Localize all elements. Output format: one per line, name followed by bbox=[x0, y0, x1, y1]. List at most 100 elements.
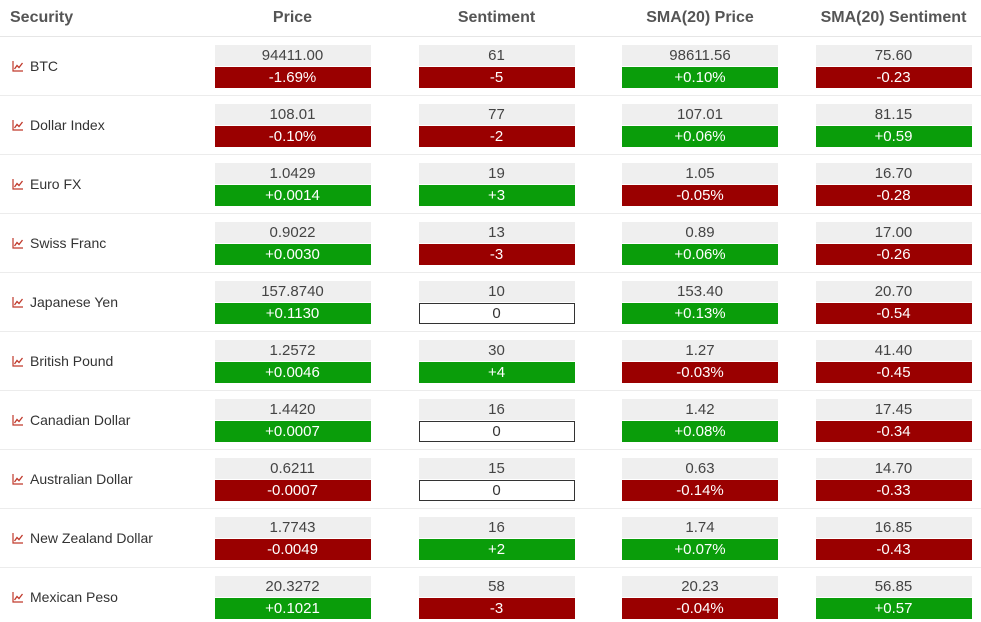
price-change-badge: +0.0007 bbox=[214, 420, 371, 442]
security-name[interactable]: New Zealand Dollar bbox=[30, 530, 153, 546]
security-name[interactable]: Swiss Franc bbox=[30, 235, 107, 251]
price-change-badge: +0.1021 bbox=[214, 597, 371, 619]
sentiment-cell: 19 +3 bbox=[399, 154, 594, 214]
table-row[interactable]: Dollar Index 108.01 -0.10% 77 -2 107.01 +0.06%… bbox=[0, 95, 981, 155]
table-row[interactable]: Canadian Dollar 1.4420 +0.0007 16 0 1.42 +0.08… bbox=[0, 390, 981, 450]
sma-sentiment-change-badge: -0.26 bbox=[815, 243, 972, 265]
sma-price-cell: 20.23 -0.04% bbox=[594, 567, 806, 622]
chart-line-icon[interactable] bbox=[12, 413, 24, 426]
sentiment-cell: 10 0 bbox=[399, 272, 594, 332]
sma-sentiment-value: 17.00 bbox=[815, 221, 972, 243]
sma-price-value: 153.40 bbox=[622, 280, 778, 302]
security-cell[interactable]: Mexican Peso bbox=[0, 567, 186, 622]
price-cell: 1.4420 +0.0007 bbox=[186, 390, 399, 450]
sentiment-box: 19 +3 bbox=[418, 162, 575, 206]
header-sentiment[interactable]: Sentiment bbox=[399, 0, 594, 37]
sma-price-box: 0.89 +0.06% bbox=[622, 221, 778, 265]
chart-line-icon[interactable] bbox=[12, 531, 24, 544]
table-row[interactable]: Euro FX 1.0429 +0.0014 19 +3 1.05 -0.05% 16.70-… bbox=[0, 154, 981, 214]
sma-sentiment-box: 81.15 +0.59 bbox=[815, 103, 972, 147]
price-value: 0.9022 bbox=[214, 221, 371, 243]
table-row[interactable]: New Zealand Dollar 1.7743 -0.0049 16 +2 1.74 +… bbox=[0, 508, 981, 568]
security-name[interactable]: Japanese Yen bbox=[30, 294, 118, 310]
sentiment-change-badge: +3 bbox=[418, 184, 575, 206]
sma-price-box: 153.40 +0.13% bbox=[622, 280, 778, 324]
security-cell[interactable]: New Zealand Dollar bbox=[0, 508, 186, 568]
price-box: 157.8740 +0.1130 bbox=[214, 280, 371, 324]
security-cell[interactable]: BTC bbox=[0, 36, 186, 96]
chart-line-icon[interactable] bbox=[12, 295, 24, 308]
security-name[interactable]: Mexican Peso bbox=[30, 589, 118, 605]
price-value: 108.01 bbox=[214, 103, 371, 125]
security-cell[interactable]: Euro FX bbox=[0, 154, 186, 214]
sma-sentiment-box: 41.40 -0.45 bbox=[815, 339, 972, 383]
security-name[interactable]: Canadian Dollar bbox=[30, 412, 131, 428]
security-name[interactable]: BTC bbox=[30, 58, 58, 74]
sma-price-change-badge: -0.04% bbox=[622, 597, 778, 619]
price-cell: 108.01 -0.10% bbox=[186, 95, 399, 155]
security-cell[interactable]: Dollar Index bbox=[0, 95, 186, 155]
chart-line-icon[interactable] bbox=[12, 177, 24, 190]
sma-price-cell: 98611.56 +0.10% bbox=[594, 36, 806, 96]
security-name[interactable]: British Pound bbox=[30, 353, 114, 369]
security-cell[interactable]: Japanese Yen bbox=[0, 272, 186, 332]
price-cell: 20.3272 +0.1021 bbox=[186, 567, 399, 622]
header-price[interactable]: Price bbox=[186, 0, 399, 37]
table-row[interactable]: Japanese Yen 157.8740 +0.1130 10 0 153.40 +0.1… bbox=[0, 272, 981, 332]
price-box: 94411.00 -1.69% bbox=[214, 44, 371, 88]
table-row[interactable]: British Pound 1.2572 +0.0046 30 +4 1.27 -0.03%… bbox=[0, 331, 981, 391]
sma-price-cell: 153.40 +0.13% bbox=[594, 272, 806, 332]
price-value: 1.7743 bbox=[214, 516, 371, 538]
price-change-badge: +0.1130 bbox=[214, 302, 371, 324]
table-row[interactable]: BTC 94411.00 -1.69% 61 -5 98611.56 +0.10% 75.60… bbox=[0, 36, 981, 96]
sentiment-value: 30 bbox=[418, 339, 575, 361]
security-cell[interactable]: Australian Dollar bbox=[0, 449, 186, 509]
price-change-badge: +0.0046 bbox=[214, 361, 371, 383]
chart-line-icon[interactable] bbox=[12, 590, 24, 603]
sma-price-change-badge: +0.13% bbox=[622, 302, 778, 324]
sentiment-change-badge: +4 bbox=[418, 361, 575, 383]
security-name[interactable]: Euro FX bbox=[30, 176, 82, 192]
chart-line-icon[interactable] bbox=[12, 59, 24, 72]
chart-line-icon[interactable] bbox=[12, 236, 24, 249]
security-cell[interactable]: Canadian Dollar bbox=[0, 390, 186, 450]
sentiment-value: 58 bbox=[418, 575, 575, 597]
sma-price-cell: 0.89 +0.06% bbox=[594, 213, 806, 273]
sentiment-value: 19 bbox=[418, 162, 575, 184]
security-cell[interactable]: British Pound bbox=[0, 331, 186, 391]
sma-sentiment-value: 14.70 bbox=[815, 457, 972, 479]
price-value: 0.6211 bbox=[214, 457, 371, 479]
header-security[interactable]: Security bbox=[0, 0, 186, 37]
chart-line-icon[interactable] bbox=[12, 118, 24, 131]
security-name[interactable]: Australian Dollar bbox=[30, 471, 133, 487]
price-box: 0.6211 -0.0007 bbox=[214, 457, 371, 501]
sma-sentiment-box: 16.70 -0.28 bbox=[815, 162, 972, 206]
price-box: 108.01 -0.10% bbox=[214, 103, 371, 147]
sentiment-cell: 16 +2 bbox=[399, 508, 594, 568]
table-row[interactable]: Mexican Peso 20.3272 +0.1021 58 -3 20.23 -0.04… bbox=[0, 567, 981, 622]
chart-line-icon[interactable] bbox=[12, 472, 24, 485]
sma-sentiment-change-badge: -0.43 bbox=[815, 538, 972, 560]
sma-price-change-badge: +0.06% bbox=[622, 243, 778, 265]
header-sma-sentiment[interactable]: SMA(20) Sentiment bbox=[806, 0, 981, 37]
price-box: 20.3272 +0.1021 bbox=[214, 575, 371, 619]
sma-sentiment-cell: 41.40 -0.45 bbox=[806, 331, 981, 391]
sentiment-change-badge: -2 bbox=[418, 125, 575, 147]
sma-price-cell: 1.05 -0.05% bbox=[594, 154, 806, 214]
sma-sentiment-box: 20.70 -0.54 bbox=[815, 280, 972, 324]
sentiment-box: 10 0 bbox=[418, 280, 575, 324]
sma-sentiment-change-badge: -0.45 bbox=[815, 361, 972, 383]
sma-price-change-badge: -0.05% bbox=[622, 184, 778, 206]
price-cell: 157.8740 +0.1130 bbox=[186, 272, 399, 332]
header-sma-price[interactable]: SMA(20) Price bbox=[594, 0, 806, 37]
price-box: 1.0429 +0.0014 bbox=[214, 162, 371, 206]
table-row[interactable]: Australian Dollar 0.6211 -0.0007 15 0 0.63 -0.… bbox=[0, 449, 981, 509]
security-name[interactable]: Dollar Index bbox=[30, 117, 105, 133]
sma-price-change-badge: -0.03% bbox=[622, 361, 778, 383]
table-row[interactable]: Swiss Franc 0.9022 +0.0030 13 -3 0.89 +0.06% 17… bbox=[0, 213, 981, 273]
chart-line-icon[interactable] bbox=[12, 354, 24, 367]
security-cell[interactable]: Swiss Franc bbox=[0, 213, 186, 273]
sma-sentiment-change-badge: +0.57 bbox=[815, 597, 972, 619]
sma-sentiment-value: 17.45 bbox=[815, 398, 972, 420]
sma-sentiment-value: 16.85 bbox=[815, 516, 972, 538]
